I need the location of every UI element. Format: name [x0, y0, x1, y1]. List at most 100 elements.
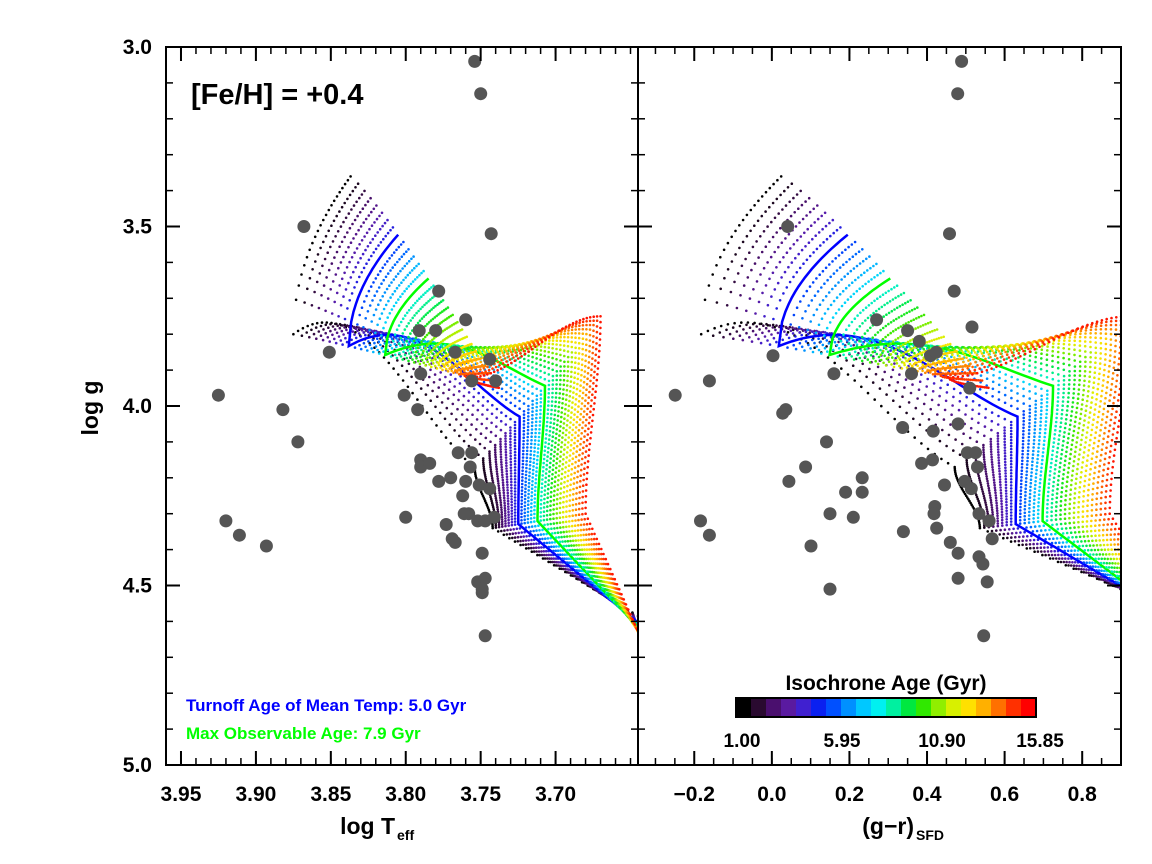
isochrone-point — [1133, 593, 1136, 596]
isochrone-point — [1021, 443, 1025, 446]
isochrone-point — [1123, 585, 1126, 588]
isochrone-point — [343, 182, 347, 186]
isochrone-point — [613, 577, 617, 581]
isochrone-point — [440, 345, 444, 348]
isochrone-point — [555, 428, 559, 431]
isochrone-point — [407, 322, 411, 325]
isochrone-point — [759, 341, 763, 345]
isochrone-point — [526, 435, 529, 439]
isochrone-point — [532, 453, 536, 457]
isochrone-point — [580, 557, 584, 561]
isochrone-point — [508, 348, 512, 352]
isochrone-point — [403, 328, 407, 331]
isochrone-point — [590, 368, 593, 372]
isochrone-point — [500, 515, 504, 519]
isochrone-point — [513, 462, 517, 466]
isochrone-point — [592, 323, 595, 327]
isochrone-point — [384, 303, 388, 307]
isochrone-point — [1052, 445, 1055, 449]
isochrone-point — [521, 543, 525, 547]
isochrone-point — [1016, 378, 1019, 381]
right-isochrones — [699, 175, 1136, 596]
isochrone-point — [595, 384, 598, 388]
isochrone-point — [431, 317, 435, 321]
isochrone-point — [1112, 577, 1115, 581]
isochrone-point — [558, 464, 561, 468]
isochrone-point — [571, 519, 574, 523]
isochrone-point — [823, 211, 827, 215]
isochrone-point — [438, 356, 441, 360]
isochrone-point — [531, 355, 534, 359]
isochrone-point — [360, 193, 364, 196]
isochrone-point — [576, 569, 580, 572]
isochrone-point — [1034, 410, 1037, 413]
isochrone-point — [494, 460, 498, 464]
isochrone-point — [482, 395, 485, 399]
isochrone-point — [475, 428, 478, 431]
isochrone-point — [838, 266, 842, 269]
isochrone-point — [510, 498, 513, 501]
isochrone-point — [395, 286, 399, 290]
isochrone-point — [1023, 511, 1027, 515]
isochrone-point — [971, 400, 975, 403]
isochrone-point — [500, 358, 503, 362]
isochrone-point — [323, 257, 327, 261]
isochrone-point — [1030, 534, 1033, 538]
isochrone-point — [728, 332, 732, 336]
isochrone-point — [585, 566, 589, 569]
isochrone-point — [564, 407, 567, 411]
isochrone-point — [346, 197, 349, 201]
isochrone-point — [990, 508, 994, 512]
isochrone-point — [504, 448, 508, 451]
isochrone-point — [419, 387, 423, 390]
isochrone-point — [748, 297, 752, 300]
isochrone-point — [1003, 449, 1007, 452]
isochrone-point — [351, 222, 354, 226]
isochrone-point — [444, 351, 448, 355]
isochrone-point — [1003, 432, 1006, 435]
isochrone-point — [579, 379, 583, 382]
isochrone-point — [584, 393, 588, 397]
isochrone-point — [359, 335, 363, 338]
isochrone-point — [764, 190, 768, 194]
isochrone-point — [447, 357, 451, 361]
isochrone-point — [510, 503, 513, 507]
isochrone-point — [540, 546, 543, 549]
isochrone-point — [1033, 494, 1036, 498]
isochrone-point — [1125, 586, 1128, 589]
isochrone-point — [416, 321, 420, 325]
isochrone-point — [996, 448, 1000, 451]
isochrone-point — [1128, 586, 1131, 589]
isochrone-point — [428, 375, 431, 379]
isochrone-point — [427, 321, 431, 324]
isochrone-point — [894, 389, 898, 393]
isochrone-point — [570, 544, 573, 547]
isochrone-point — [413, 278, 417, 281]
isochrone-point — [576, 439, 580, 443]
isochrone-point — [529, 520, 533, 524]
isochrone-point — [642, 639, 645, 642]
isochrone-point — [431, 338, 434, 342]
isochrone-point — [996, 524, 1000, 528]
isochrone-point — [551, 387, 554, 391]
isochrone-point — [764, 210, 767, 213]
isochrone-point — [1012, 527, 1015, 531]
isochrone-point — [832, 231, 835, 235]
isochrone-point — [324, 309, 327, 313]
isochrone-point — [851, 364, 855, 368]
isochrone-point — [427, 342, 431, 345]
isochrone-point — [557, 561, 561, 564]
isochrone-point — [471, 355, 474, 359]
isochrone-point — [893, 362, 896, 365]
isochrone-point — [1023, 518, 1026, 521]
isochrone-point — [402, 240, 405, 244]
isochrone-point — [968, 436, 972, 440]
isochrone-point — [1027, 517, 1031, 521]
isochrone-point — [592, 542, 596, 546]
isochrone-point — [568, 454, 572, 457]
isochrone-point — [952, 395, 955, 399]
isochrone-point — [1032, 439, 1036, 442]
isochrone-point — [358, 313, 362, 317]
isochrone-point — [745, 331, 748, 335]
isochrone-point — [776, 281, 780, 285]
